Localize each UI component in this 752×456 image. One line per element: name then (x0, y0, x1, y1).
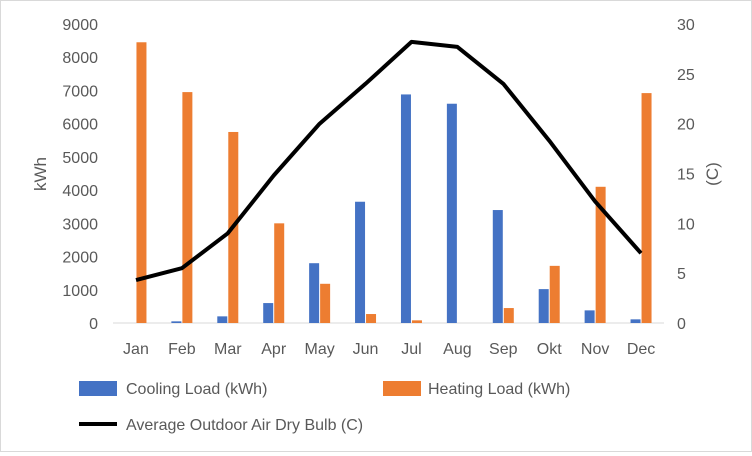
heating-bar (411, 320, 422, 323)
cooling-bar (309, 263, 320, 323)
legend: Cooling Load (kWh) Heating Load (kWh) Av… (79, 381, 570, 434)
x-tick-label: Mar (214, 341, 242, 358)
y-tick-label: 5000 (62, 150, 98, 167)
cooling-bar (263, 303, 274, 323)
y2-tick-label: 0 (677, 316, 686, 333)
x-tick-label: Dec (627, 341, 655, 358)
y2-tick-label: 5 (677, 266, 686, 283)
x-tick-label: Sep (489, 341, 518, 358)
x-tick-label: May (305, 341, 335, 358)
x-tick-label: Nov (581, 341, 609, 358)
y2-tick-label: 20 (677, 117, 695, 134)
x-axis-ticks: Jan Feb Mar Apr May Jun Jul Aug Sep Okt Nov Dec (123, 341, 655, 358)
cooling-bar (492, 210, 503, 323)
heating-bar (320, 283, 331, 323)
y-axis-title: kWh (31, 157, 50, 191)
y-tick-label: 1000 (62, 283, 98, 300)
x-tick-label: Aug (443, 341, 471, 358)
y-tick-label: 4000 (62, 183, 98, 200)
y-tick-label: 0 (89, 316, 98, 333)
bar-series (136, 42, 652, 324)
left-axis-ticks: 0 1000 2000 3000 4000 5000 6000 7000 8000 9000 (62, 17, 98, 333)
y2-tick-label: 30 (677, 17, 695, 34)
cooling-bar (355, 201, 366, 323)
y-tick-label: 8000 (62, 50, 98, 67)
cooling-bar (446, 103, 457, 323)
y2-tick-label: 25 (677, 67, 695, 84)
cooling-bar (538, 289, 549, 323)
cooling-bar (171, 321, 182, 323)
x-tick-label: Jun (353, 341, 379, 358)
heating-bar (595, 186, 606, 323)
x-tick-label: Apr (261, 341, 287, 358)
heating-bar (274, 223, 285, 323)
legend-label-temperature: Average Outdoor Air Dry Bulb (C) (126, 417, 363, 434)
heating-bar (182, 92, 193, 323)
y-tick-label: 3000 (62, 216, 98, 233)
heating-bar (366, 314, 377, 323)
y-tick-label: 6000 (62, 117, 98, 134)
x-tick-label: Jan (123, 341, 149, 358)
cooling-bar (630, 319, 641, 323)
y2-tick-label: 10 (677, 216, 695, 233)
heating-bar (549, 265, 560, 323)
heating-bar (136, 42, 147, 324)
temperature-line (135, 39, 643, 283)
y2-axis-title: (C) (703, 162, 722, 186)
x-tick-label: Feb (168, 341, 196, 358)
legend-swatch-heating (383, 381, 421, 396)
y-tick-label: 9000 (62, 17, 98, 34)
legend-label-heating: Heating Load (kWh) (428, 381, 570, 398)
x-tick-label: Jul (401, 341, 421, 358)
y-tick-label: 7000 (62, 83, 98, 100)
y-tick-label: 2000 (62, 250, 98, 267)
x-tick-label: Okt (537, 341, 562, 358)
legend-label-cooling: Cooling Load (kWh) (126, 381, 267, 398)
heating-bar (503, 308, 514, 323)
right-axis-ticks: 0 5 10 15 20 25 30 (677, 17, 695, 333)
heating-bar (641, 93, 652, 323)
cooling-bar (584, 310, 595, 323)
cooling-bar (400, 94, 411, 323)
y2-tick-label: 15 (677, 167, 695, 184)
cooling-bar (217, 316, 228, 323)
legend-swatch-cooling (79, 381, 117, 396)
